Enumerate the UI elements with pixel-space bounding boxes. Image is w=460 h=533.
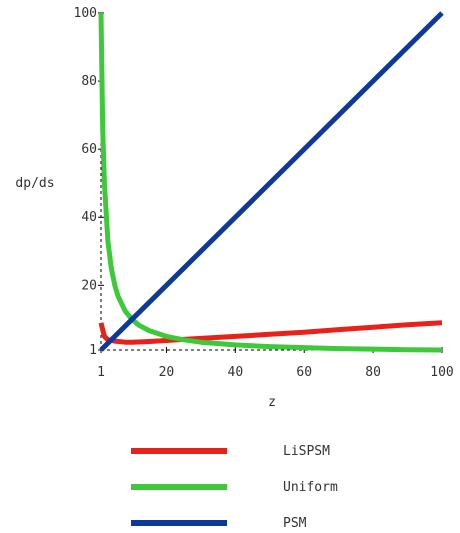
y-axis-label: dp/ds xyxy=(15,176,54,191)
x-tick-label: 1 xyxy=(97,365,105,380)
y-tick-label: 80 xyxy=(81,74,97,89)
x-tick-label: 80 xyxy=(365,365,381,380)
series-line-uniform xyxy=(98,12,443,353)
y-tick-label: 60 xyxy=(81,142,97,157)
y-tick-label: 20 xyxy=(81,278,97,293)
series-lines xyxy=(98,11,444,353)
legend-label-uniform: Uniform xyxy=(283,480,338,495)
x-axis-label: z xyxy=(268,395,276,410)
x-tick-label: 40 xyxy=(228,365,244,380)
series-line-psm xyxy=(99,11,444,352)
legend-label-lispsm: LiSPSM xyxy=(283,444,330,459)
y-tick-label: 100 xyxy=(74,6,97,21)
legend: LiSPSM Uniform PSM xyxy=(131,444,338,531)
y-tick-label: 1 xyxy=(89,343,97,358)
legend-label-psm: PSM xyxy=(283,516,307,531)
x-tick-label: 100 xyxy=(430,365,453,380)
x-tick-label: 60 xyxy=(296,365,312,380)
x-tick-label: 20 xyxy=(159,365,175,380)
y-tick-label: 40 xyxy=(81,210,97,225)
